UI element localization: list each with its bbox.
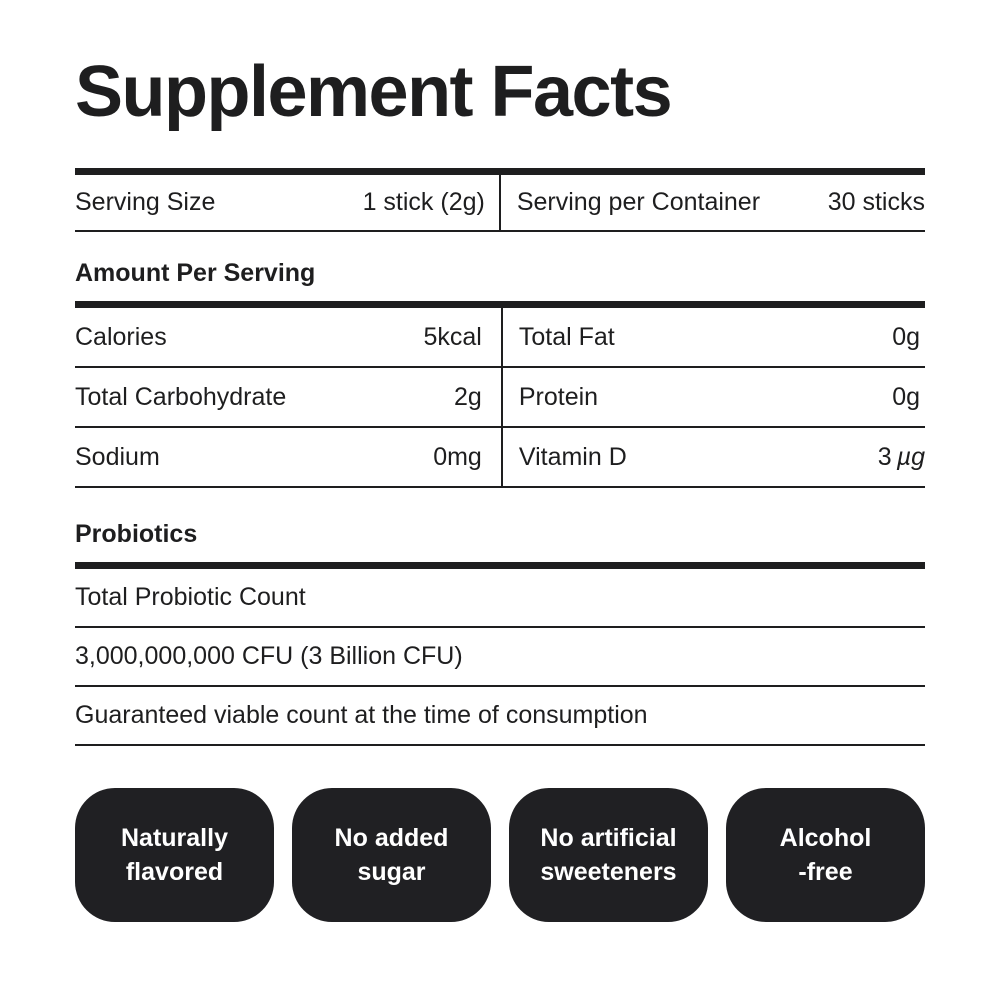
badge-label: No added [334,824,449,852]
badge-label: No artificial [540,824,677,852]
badge-label: sugar [357,858,426,886]
badge-alcohol-free: Alcohol -free [726,788,925,922]
nutrient-cell-sodium: Sodium 0mg [75,428,501,486]
header-divider-bar [75,168,925,175]
badge-no-added-sugar: No added sugar [292,788,491,922]
badge-naturally-flavored: Naturally flavored [75,788,274,922]
page-title: Supplement Facts [75,52,673,132]
nutrient-cell-calories: Calories 5kcal [75,308,501,366]
amount-section-divider-bar [75,301,925,308]
nutrient-cell-protein: Protein 0g [501,368,925,426]
nutrient-value: 2g [454,382,482,411]
probiotics-section-divider-bar [75,562,925,569]
badge-no-artificial-sweeteners: No artificial sweeteners [509,788,708,922]
servings-per-container-cell: Serving per Container 30 sticks [501,175,925,230]
nutrient-value: 3 [877,442,892,471]
serving-size-value: 1 stick (2g) [362,188,485,216]
nutrient-label: Protein [518,382,599,411]
probiotic-count-label: Total Probiotic Count [75,583,306,611]
badge-label: Naturally [121,824,228,852]
badge-label: flavored [125,858,224,886]
nutrient-label: Calories [75,322,167,351]
table-row: Total Carbohydrate 2g Protein 0g [75,368,925,428]
nutrition-table-column-divider [500,308,503,486]
probiotics-heading: Probiotics [75,520,198,548]
probiotic-guarantee-note: Guaranteed viable count at the time of c… [75,701,648,729]
nutrient-cell-total-carbohydrate: Total Carbohydrate 2g [75,368,501,426]
nutrient-unit: µg [896,442,925,471]
list-item: Total Probiotic Count [75,569,925,628]
probiotics-list: Total Probiotic Count 3,000,000,000 CFU … [75,569,925,746]
nutrient-value: 5kcal [423,322,482,351]
nutrient-label: Sodium [75,442,160,471]
serving-info-row: Serving Size 1 stick (2g) Serving per Co… [75,175,925,232]
probiotic-cfu-value: 3,000,000,000 CFU (3 Billion CFU) [75,642,463,670]
badge-label: Alcohol [779,824,872,852]
servings-per-container-label: Serving per Container [516,188,761,216]
nutrient-label: Total Carbohydrate [75,382,287,411]
table-row: Sodium 0mg Vitamin D 3 µg [75,428,925,488]
nutrient-value: 0mg [433,442,482,471]
table-row: Calories 5kcal Total Fat 0g [75,308,925,368]
list-item: Guaranteed viable count at the time of c… [75,687,925,746]
servings-per-container-value: 30 sticks [827,188,925,216]
nutrient-label: Total Fat [518,322,615,351]
list-item: 3,000,000,000 CFU (3 Billion CFU) [75,628,925,687]
badge-label: sweeteners [540,858,677,886]
serving-size-label: Serving Size [75,188,216,216]
feature-badges-row: Naturally flavored No added sugar No art… [75,788,925,922]
nutrition-table: Calories 5kcal Total Fat 0g Total Carboh… [75,308,925,488]
nutrient-value: 0g [892,322,920,351]
badge-label: -free [798,858,853,886]
nutrient-cell-vitamin-d: Vitamin D 3 µg [501,428,925,486]
amount-per-serving-heading: Amount Per Serving [75,259,316,287]
nutrient-label: Vitamin D [518,442,627,471]
serving-size-cell: Serving Size 1 stick (2g) [75,175,501,230]
nutrient-value: 0g [892,382,920,411]
nutrient-cell-total-fat: Total Fat 0g [501,308,925,366]
supplement-facts-label: Supplement Facts Serving Size 1 stick (2… [75,0,925,922]
